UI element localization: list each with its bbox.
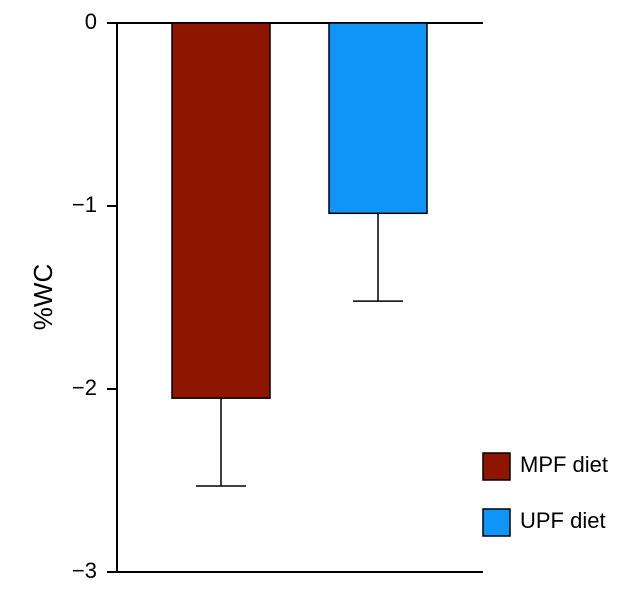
y-tick-label: −2 (72, 375, 97, 400)
legend-swatch (482, 508, 511, 537)
y-axis-label: %WC (28, 264, 58, 330)
bar (328, 22, 428, 215)
legend-label: UPF diet (520, 508, 606, 533)
y-tick-label: −3 (72, 558, 97, 583)
error-bar (196, 398, 246, 487)
bar (171, 22, 271, 399)
error-bar (353, 213, 403, 302)
legend-swatch (482, 452, 511, 481)
y-tick-label: −1 (72, 192, 97, 217)
legend-label: MPF diet (520, 452, 608, 477)
y-tick-label: 0 (85, 9, 97, 34)
